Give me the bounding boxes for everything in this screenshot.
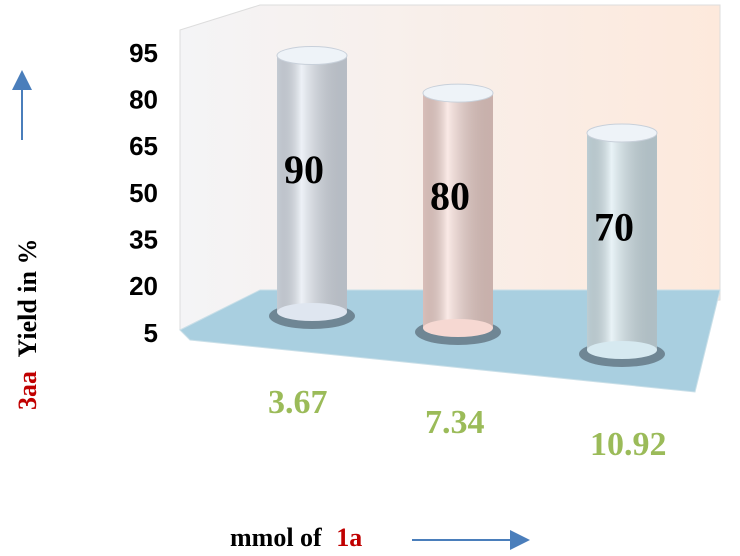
x-tick-label: 10.92: [590, 426, 667, 463]
bar-top: [276, 46, 348, 66]
y-tick-label: 65: [129, 131, 158, 161]
x-tick-label: 3.67: [268, 384, 328, 421]
bar-bottom: [277, 303, 347, 321]
y-tick-label: 50: [129, 178, 158, 208]
y-label-part: Yield in %: [13, 239, 42, 358]
y-label-part: 3aa: [13, 371, 42, 410]
y-tick-label: 20: [129, 271, 158, 301]
y-tick-label: 5: [144, 318, 158, 348]
value-label: 70: [594, 205, 634, 250]
x-tick-label: 7.34: [425, 404, 485, 441]
y-tick-label: 35: [129, 225, 158, 255]
y-axis-label: 3aa Yield in %: [13, 239, 42, 411]
x-label-part: 1a: [336, 523, 362, 552]
bar-top: [586, 123, 658, 143]
y-tick-label: 95: [129, 38, 158, 68]
bar-shade: [277, 55, 347, 313]
x-axis-label: mmol of 1a: [230, 523, 362, 552]
bar-top: [422, 83, 494, 103]
bar-shade: [423, 93, 493, 328]
bar-shade: [587, 132, 657, 350]
value-label: 80: [430, 174, 470, 219]
bar-bottom: [423, 319, 493, 337]
y-tick-label: 80: [129, 85, 158, 115]
bar-bottom: [587, 341, 657, 359]
x-label-part: mmol of: [230, 523, 322, 552]
value-label: 90: [284, 147, 324, 192]
